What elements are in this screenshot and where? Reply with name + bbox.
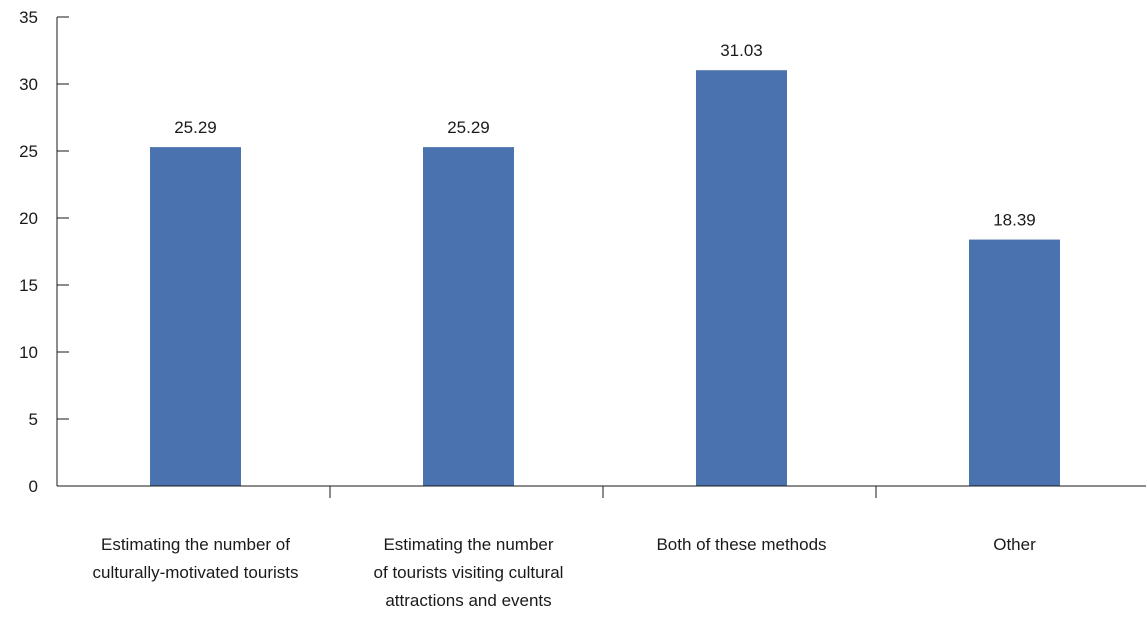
category-label: Both of these methods xyxy=(656,535,826,554)
data-label: 25.29 xyxy=(447,118,490,137)
y-tick-label: 10 xyxy=(19,343,38,362)
data-label: 18.39 xyxy=(993,211,1036,230)
category-label: Estimating the number of tourists visitin… xyxy=(374,535,564,610)
bar xyxy=(696,70,787,486)
y-tick-label: 5 xyxy=(29,410,38,429)
bar xyxy=(150,147,241,486)
y-tick-label: 15 xyxy=(19,276,38,295)
category-label: Other xyxy=(993,535,1036,554)
data-label: 31.03 xyxy=(720,41,763,60)
bars xyxy=(150,70,1060,486)
bar xyxy=(969,239,1060,486)
x-axis: Estimating the number of culturally-motiv… xyxy=(57,485,1146,610)
bar xyxy=(423,147,514,486)
category-label: Estimating the number of culturally-motiv… xyxy=(93,535,299,582)
data-labels: 25.29 25.29 31.03 18.39 xyxy=(174,41,1036,229)
y-tick-label: 25 xyxy=(19,142,38,161)
data-label: 25.29 xyxy=(174,118,217,137)
y-tick-label: 0 xyxy=(29,477,38,496)
y-tick-label: 20 xyxy=(19,209,38,228)
y-tick-label: 35 xyxy=(19,8,38,27)
y-tick-label: 30 xyxy=(19,75,38,94)
y-axis: 0 5 10 15 20 25 30 35 xyxy=(19,8,69,496)
